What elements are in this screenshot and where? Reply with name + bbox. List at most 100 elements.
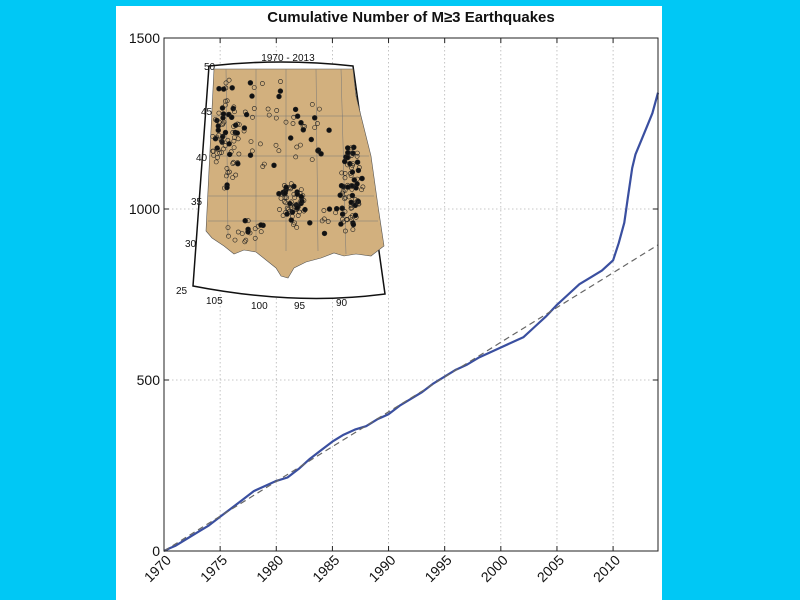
- quake-marker: [222, 129, 229, 136]
- quake-marker: [234, 130, 241, 136]
- quake-marker: [351, 201, 357, 207]
- quake-marker: [235, 121, 240, 127]
- quake-marker: [231, 138, 237, 144]
- quake-marker: [251, 85, 257, 90]
- quake-marker: [276, 148, 282, 154]
- quake-marker: [283, 184, 289, 190]
- inset-map: 1970 - 2013 50 45 40 35 30 25 105 100 95…: [176, 53, 386, 312]
- quake-marker: [342, 196, 347, 202]
- quake-marker: [248, 139, 254, 144]
- quake-marker: [356, 201, 362, 207]
- quake-marker: [284, 195, 289, 201]
- quake-marker: [215, 147, 221, 153]
- quake-marker: [294, 224, 300, 230]
- lat-label-25: 25: [176, 286, 188, 297]
- quake-marker: [288, 204, 294, 210]
- quake-marker: [301, 208, 307, 214]
- quake-marker: [259, 81, 265, 86]
- lon-label-105: 105: [206, 296, 223, 307]
- quake-marker: [294, 191, 301, 197]
- quake-marker: [348, 205, 354, 211]
- quake-marker: [350, 221, 357, 228]
- quake-marker: [312, 125, 318, 130]
- quake-marker: [309, 157, 315, 162]
- quake-marker: [338, 221, 344, 227]
- quake-marker: [226, 151, 233, 158]
- quake-marker: [260, 164, 266, 169]
- quake-marker: [235, 161, 241, 167]
- quake-marker: [220, 111, 227, 117]
- quake-marker: [249, 148, 255, 154]
- quake-marker: [265, 106, 271, 112]
- quake-marker: [257, 141, 263, 147]
- quake-marker: [220, 122, 225, 127]
- inset-title: 1970 - 2013: [261, 53, 315, 64]
- quake-marker: [219, 150, 224, 155]
- x-tick-label: 2005: [534, 552, 567, 585]
- quake-marker: [282, 190, 288, 196]
- quake-marker: [226, 112, 231, 118]
- quake-marker: [359, 187, 364, 193]
- quake-marker: [316, 106, 322, 112]
- x-tick-label: 2000: [478, 552, 511, 585]
- quake-marker: [213, 117, 218, 122]
- quake-marker: [261, 161, 267, 167]
- y-tick-label: 1500: [129, 30, 160, 46]
- quake-marker: [277, 88, 284, 94]
- quake-marker: [216, 85, 222, 92]
- quake-marker: [339, 211, 346, 217]
- quake-marker: [298, 193, 305, 200]
- quake-marker: [258, 222, 264, 228]
- quake-marker: [231, 159, 236, 165]
- quake-marker: [294, 113, 301, 119]
- quake-marker: [289, 209, 296, 215]
- quake-marker: [220, 121, 226, 126]
- quake-marker: [252, 226, 258, 232]
- quake-marker: [337, 192, 343, 198]
- quake-marker: [278, 195, 284, 201]
- quake-marker: [225, 170, 231, 176]
- quake-marker: [355, 198, 361, 205]
- quake-marker: [224, 98, 230, 104]
- quake-marker: [220, 139, 225, 145]
- quake-marker: [298, 119, 304, 126]
- quake-marker: [235, 229, 241, 235]
- lat-label-50: 50: [204, 62, 216, 73]
- inset-map-land: [205, 68, 385, 279]
- quake-marker: [223, 80, 229, 86]
- quake-marker: [229, 85, 235, 91]
- quake-marker: [348, 214, 354, 220]
- quake-marker: [288, 199, 294, 205]
- quake-marker: [219, 105, 226, 111]
- quake-marker: [297, 142, 303, 148]
- quake-marker: [231, 104, 237, 110]
- quake-marker: [250, 114, 255, 120]
- quake-marker: [321, 216, 327, 222]
- quake-marker: [252, 235, 258, 241]
- quake-marker: [326, 127, 332, 133]
- quake-marker: [354, 181, 360, 187]
- quake-marker: [273, 142, 279, 148]
- chart-title: Cumulative Number of M≥3 Earthquakes: [267, 9, 554, 26]
- quake-marker: [284, 211, 290, 217]
- quake-marker: [283, 119, 289, 125]
- plot-frame: [163, 37, 659, 552]
- x-tick-label: 1990: [365, 552, 398, 585]
- quake-marker: [271, 162, 277, 169]
- quake-marker: [224, 184, 230, 191]
- quake-marker: [222, 143, 228, 149]
- quake-marker: [276, 191, 282, 197]
- quake-marker: [241, 125, 248, 131]
- quake-marker: [224, 173, 229, 179]
- quake-marker: [236, 151, 242, 157]
- quake-marker: [232, 109, 237, 115]
- quake-marker: [225, 225, 231, 230]
- quake-marker: [325, 219, 331, 224]
- quake-marker: [309, 102, 315, 107]
- quake-marker: [215, 154, 220, 160]
- x-tick-label: 1985: [309, 552, 342, 585]
- quake-marker: [242, 239, 248, 245]
- x-tick-label: 1995: [421, 552, 454, 585]
- quake-marker: [307, 220, 313, 226]
- quake-marker: [312, 115, 318, 121]
